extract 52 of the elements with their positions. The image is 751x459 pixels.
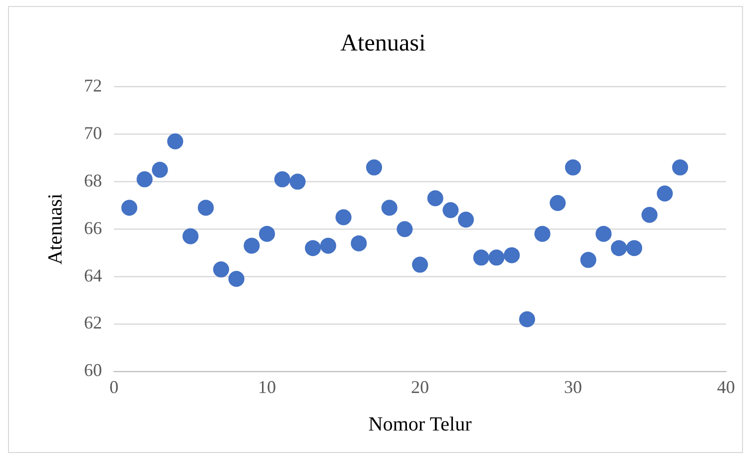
point <box>412 256 428 273</box>
point <box>121 200 138 216</box>
point <box>304 240 321 256</box>
point <box>610 240 627 256</box>
y-tick-label: 62 <box>84 312 102 333</box>
point <box>350 235 367 252</box>
chart-title: Atenuasi <box>340 30 426 57</box>
point <box>580 252 596 268</box>
point <box>244 238 260 254</box>
x-tick-label: 10 <box>258 376 276 397</box>
point <box>458 212 474 228</box>
point <box>336 209 352 226</box>
point <box>626 240 642 256</box>
point <box>182 228 198 244</box>
x-tick-label: 40 <box>717 376 735 397</box>
point <box>534 226 550 242</box>
point <box>213 261 230 278</box>
point <box>672 159 688 176</box>
y-tick-label: 68 <box>84 170 102 190</box>
point <box>366 159 382 176</box>
point <box>473 250 490 266</box>
x-tick-label: 20 <box>411 376 429 397</box>
x-tick-label: 30 <box>564 376 582 397</box>
point <box>198 200 214 216</box>
point <box>488 250 504 266</box>
point <box>642 206 658 223</box>
point <box>320 238 336 254</box>
x-axis-title: Nomor Telur <box>368 413 472 436</box>
y-tick-label: 60 <box>84 360 102 380</box>
y-tick-label: 70 <box>84 122 102 143</box>
point <box>504 247 520 264</box>
point <box>259 226 275 242</box>
point <box>550 195 566 212</box>
point <box>519 311 536 328</box>
y-axis-title: Atenuasi <box>44 193 66 265</box>
point <box>274 171 290 188</box>
point <box>136 171 153 188</box>
point <box>442 202 459 218</box>
point <box>427 190 444 206</box>
x-tick-label: 0 <box>110 376 118 397</box>
point <box>565 159 581 176</box>
point <box>396 221 413 238</box>
y-tick-label: 64 <box>84 265 102 286</box>
point <box>167 133 184 150</box>
y-tick-label: 72 <box>84 76 102 96</box>
point <box>152 162 168 178</box>
y-tick-label: 66 <box>84 218 102 238</box>
point <box>381 200 398 216</box>
point <box>596 226 612 242</box>
point <box>228 270 244 287</box>
point <box>290 174 306 190</box>
point <box>656 186 673 202</box>
